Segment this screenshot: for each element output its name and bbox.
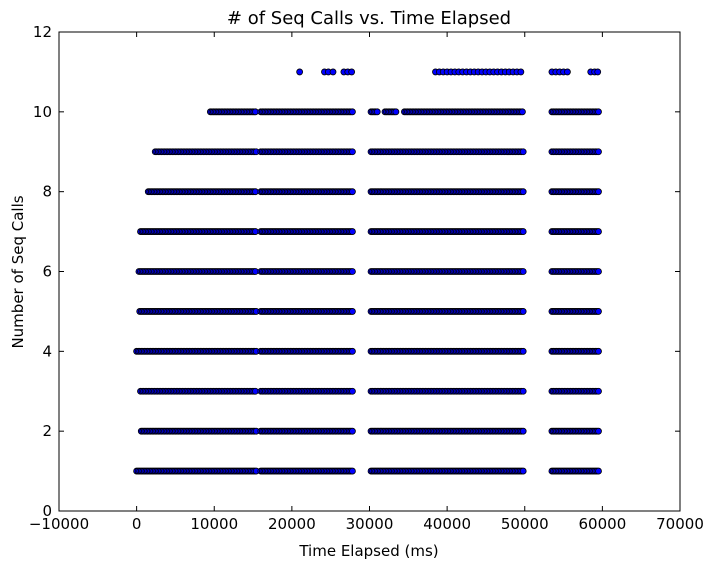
data-point xyxy=(349,148,356,156)
y-tick-label: 10 xyxy=(33,103,52,121)
axis-ticks xyxy=(58,31,681,512)
data-point xyxy=(519,148,527,156)
y-tick-label: 8 xyxy=(42,183,52,201)
data-point xyxy=(519,347,527,355)
data-point xyxy=(594,68,602,76)
data-point xyxy=(519,228,527,235)
data-point xyxy=(349,108,356,116)
x-tick-label: 40000 xyxy=(423,515,471,533)
data-point xyxy=(564,68,571,76)
axis-tick-labels: −10000 0 10000 20000 30000 40000 50000 60000 700… xyxy=(29,23,704,533)
data-point xyxy=(349,427,356,435)
data-point xyxy=(519,387,527,395)
data-point xyxy=(349,228,356,235)
y-tick-label: 0 xyxy=(42,502,52,520)
x-tick-label: 0 xyxy=(132,515,142,533)
data-point xyxy=(595,268,602,275)
data-point xyxy=(349,188,356,196)
data-point xyxy=(595,347,602,355)
x-tick-label: 50000 xyxy=(501,515,549,533)
y-tick-label: 4 xyxy=(42,342,52,360)
data-point xyxy=(348,68,356,76)
data-point xyxy=(595,308,602,315)
data-point xyxy=(349,347,356,355)
x-tick-label: 20000 xyxy=(268,515,316,533)
data-point xyxy=(349,467,356,475)
x-axis-title: Time Elapsed (ms) xyxy=(298,542,438,560)
data-point xyxy=(595,148,602,156)
x-tick-label: 60000 xyxy=(579,515,627,533)
y-tick-label: 2 xyxy=(42,422,52,440)
data-point xyxy=(595,108,602,116)
x-tick-label: −10000 xyxy=(29,515,89,533)
data-point xyxy=(517,68,525,76)
data-point xyxy=(349,308,356,315)
x-tick-label: 30000 xyxy=(346,515,394,533)
data-point xyxy=(595,387,602,395)
y-tick-label: 12 xyxy=(33,23,52,41)
x-tick-label: 10000 xyxy=(190,515,238,533)
data-point xyxy=(392,108,400,116)
data-point xyxy=(296,68,304,76)
data-point xyxy=(595,228,602,235)
data-point xyxy=(373,108,381,116)
data-point xyxy=(595,467,602,475)
y-axis-title: Number of Seq Calls xyxy=(9,195,27,348)
x-tick-label: 70000 xyxy=(656,515,704,533)
data-point xyxy=(595,427,602,435)
data-points xyxy=(133,68,602,475)
data-point xyxy=(329,68,337,76)
y-tick-label: 6 xyxy=(42,263,52,281)
data-point xyxy=(595,188,602,196)
data-point xyxy=(519,188,527,196)
chart-title: # of Seq Calls vs. Time Elapsed xyxy=(227,8,511,29)
data-point xyxy=(519,467,527,475)
data-point xyxy=(349,387,356,395)
data-point xyxy=(519,268,527,275)
data-point xyxy=(519,308,527,315)
data-point xyxy=(519,427,527,435)
data-point xyxy=(519,108,526,116)
data-point xyxy=(349,268,356,275)
